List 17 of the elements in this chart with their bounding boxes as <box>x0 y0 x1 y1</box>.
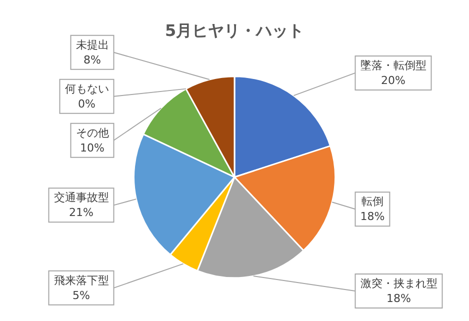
data-label: 18% <box>360 210 385 223</box>
slice-label: 激突・挟まれ型 <box>360 276 438 290</box>
slice-label: 墜落・転倒型 <box>360 58 426 72</box>
data-label: 5% <box>72 288 90 302</box>
slice-label: 交通事故型 <box>54 191 109 204</box>
data-label: 8% <box>84 53 101 66</box>
text: 0% <box>78 97 96 110</box>
slice-label: 未提出 <box>76 38 109 52</box>
category-label: 何もない <box>64 82 109 96</box>
slice-label: その他 <box>76 126 109 140</box>
data-label: 21% <box>69 206 94 220</box>
data-label: 20% <box>381 74 406 87</box>
data-label: 10% <box>80 141 104 154</box>
data-label: 18% <box>386 292 411 305</box>
slice-label: 転倒 <box>361 194 384 208</box>
slice-label: 飛来落下型 <box>54 274 109 287</box>
chart-title: 5月ヒヤリ・ハット <box>164 20 304 40</box>
